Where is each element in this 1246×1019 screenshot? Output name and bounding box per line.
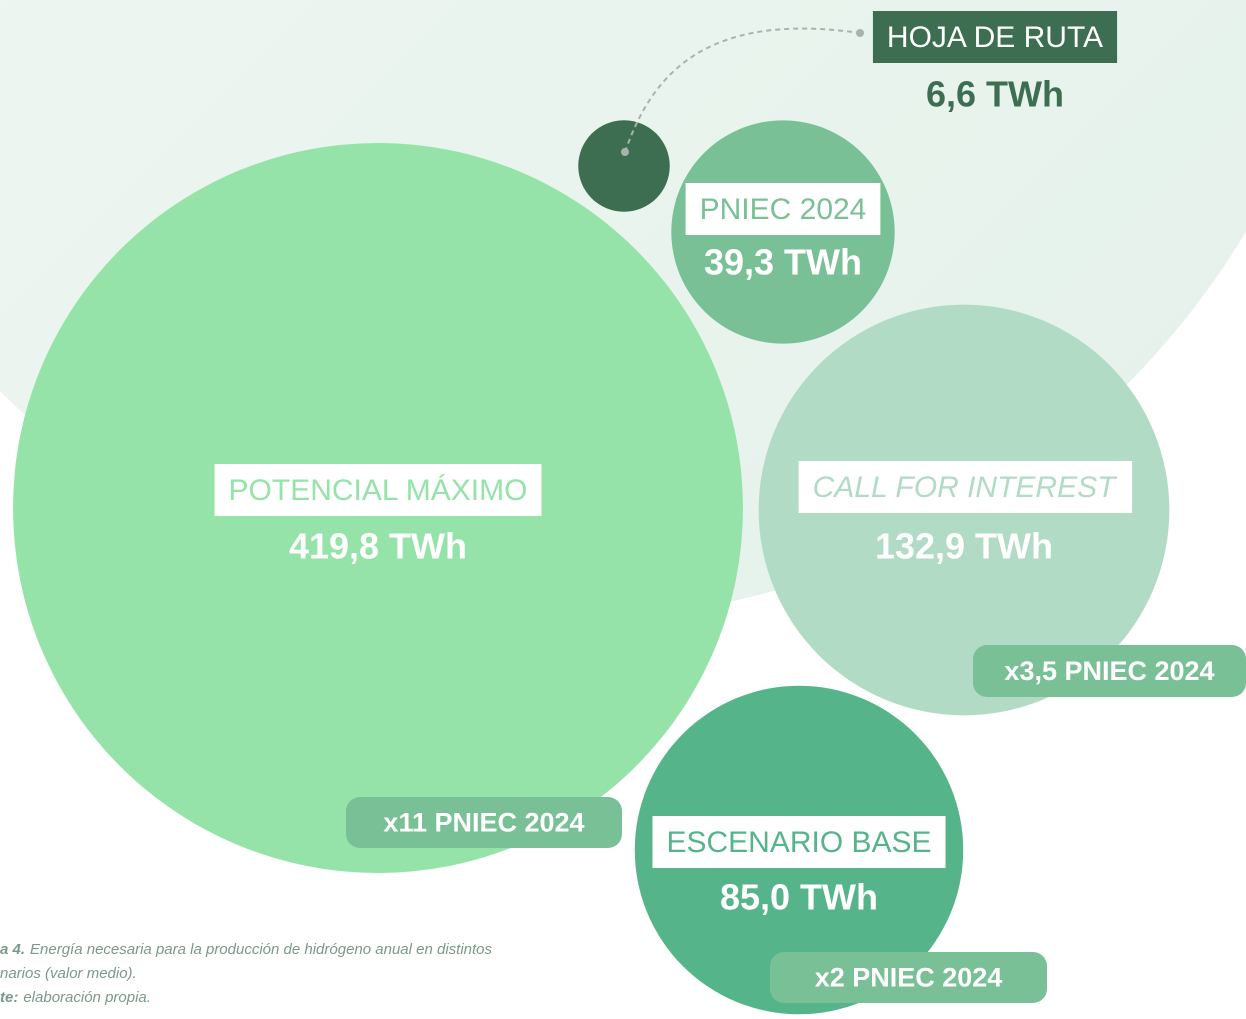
value-label: 85,0 TWh	[720, 877, 878, 918]
bubble-label: POTENCIAL MÁXIMO	[229, 474, 528, 507]
bubble-label: ESCENARIO BASE	[666, 826, 931, 859]
caption: a 4. Energía necesaria para la producción…	[0, 941, 493, 1006]
caption-text: elaboración propia.	[23, 989, 151, 1006]
badge	[346, 797, 622, 848]
caption-line: a 4. Energía necesaria para la producción…	[0, 941, 493, 958]
connector-dot	[856, 29, 864, 37]
badge	[770, 952, 1047, 1003]
value-label: 6,6 TWh	[926, 74, 1064, 115]
bubble	[578, 120, 670, 212]
value-label: 39,3 TWh	[704, 242, 862, 283]
caption-bold: te:	[0, 989, 18, 1006]
label-box	[798, 461, 1133, 513]
bubble-label: CALL FOR INTEREST	[813, 471, 1119, 504]
connector-dot	[621, 148, 629, 156]
label-box	[685, 183, 881, 235]
bubble-label: PNIEC 2024	[700, 193, 867, 226]
caption-text: narios (valor medio).	[0, 965, 137, 982]
badge-label: x3,5 PNIEC 2024	[1004, 656, 1214, 686]
caption-bold: a 4.	[0, 941, 25, 958]
caption-line: narios (valor medio).	[0, 965, 137, 982]
bubble-label: HOJA DE RUTA	[887, 21, 1103, 54]
badge	[973, 645, 1246, 697]
label-box	[214, 464, 542, 516]
value-label: 419,8 TWh	[289, 526, 467, 567]
caption-line: te: elaboración propia.	[0, 989, 151, 1006]
caption-text: Energía necesaria para la producción de …	[30, 941, 492, 958]
label-box	[652, 816, 946, 868]
badge-label: x11 PNIEC 2024	[383, 808, 584, 838]
value-label: 132,9 TWh	[875, 526, 1053, 567]
labels: POTENCIAL MÁXIMO 419,8 TWh x11 PNIEC 2024 C…	[214, 11, 1246, 1003]
label-box	[872, 11, 1118, 63]
connector	[624, 27, 861, 153]
badge-label: x2 PNIEC 2024	[815, 963, 1003, 993]
